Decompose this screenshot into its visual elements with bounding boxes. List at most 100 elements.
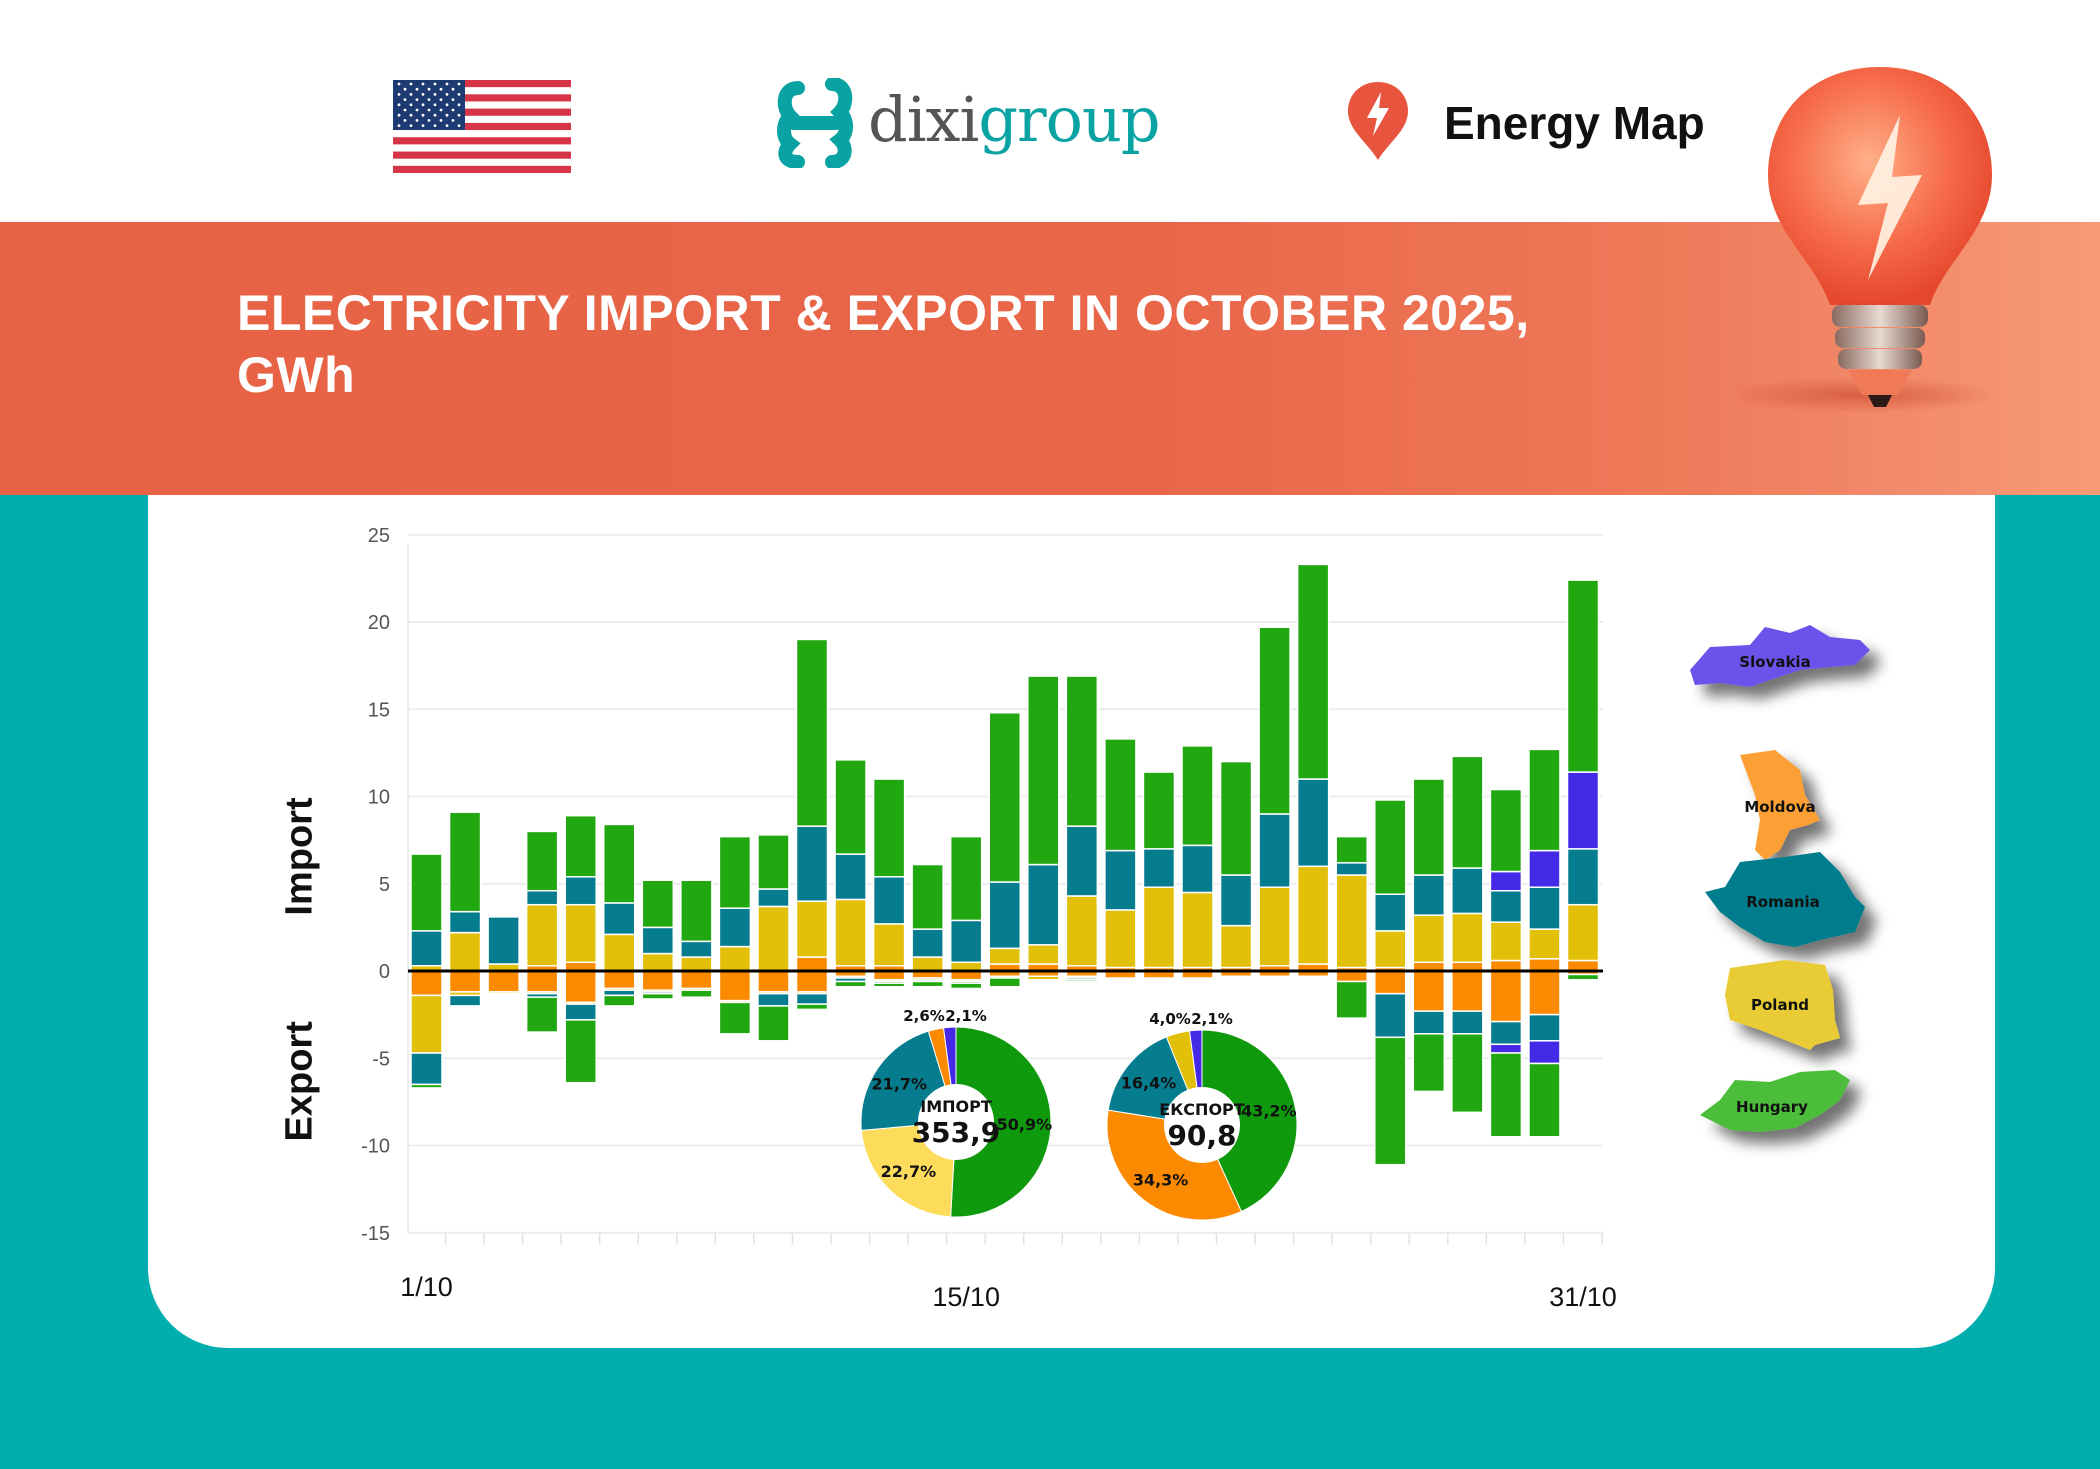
poland-map-icon — [1725, 960, 1840, 1050]
bar-import-romania — [1065, 825, 1099, 897]
bar-import-hungary — [1027, 675, 1060, 866]
pie-label: 2,6% — [903, 1007, 945, 1025]
bar-export-moldova — [564, 970, 597, 1004]
bar-import-romania — [1142, 848, 1176, 888]
bar-export-hungary — [1489, 1052, 1523, 1138]
bar-import-romania — [1374, 893, 1407, 932]
bar-export-hungary — [988, 977, 1021, 988]
bar-import-romania — [949, 919, 983, 964]
bar-export-moldova — [448, 970, 482, 993]
bar-import-poland — [1335, 874, 1368, 969]
slovakia-map-icon — [1690, 625, 1870, 687]
x-tick-label: 15/10 — [932, 1282, 1000, 1312]
bar-import-hungary — [1181, 745, 1214, 847]
pie-label: 50,9% — [997, 1115, 1053, 1134]
bar-import-romania — [1489, 889, 1523, 923]
bar-export-moldova — [1528, 970, 1561, 1016]
bar-export-moldova — [487, 970, 520, 993]
bar-export-hungary — [1451, 1033, 1484, 1114]
bar-import-poland — [834, 898, 867, 967]
bar-export-hungary — [603, 994, 636, 1007]
pie-slice-hungary — [950, 1026, 1052, 1218]
bar-export-moldova — [410, 970, 443, 997]
bar-import-hungary — [641, 879, 675, 929]
bar-import-romania — [680, 940, 713, 958]
dixigroup-logo-text: dixigroup — [868, 80, 1161, 160]
donut-center-value: 90,8 — [1167, 1119, 1236, 1152]
bar-import-slovakia — [1528, 849, 1561, 888]
bar-import-romania — [525, 889, 559, 906]
bar-export-poland — [1027, 975, 1060, 981]
bar-export-poland — [487, 991, 520, 995]
bar-export-romania — [1489, 1020, 1523, 1046]
bar-export-moldova — [680, 970, 713, 990]
bar-import-romania — [795, 825, 829, 902]
legend-item-hungary: Hungary — [1700, 1070, 1850, 1132]
title-line-2: GWh — [237, 347, 356, 403]
y-tick-label: 20 — [368, 612, 390, 634]
pie-label: 43,2% — [1241, 1101, 1297, 1120]
legend-label: Poland — [1751, 996, 1809, 1014]
pie-label: 22,7% — [881, 1162, 937, 1181]
bar-import-romania — [988, 881, 1021, 950]
logo-part-2: group — [978, 83, 1160, 156]
bar-import-hungary — [525, 830, 559, 892]
legend-label: Hungary — [1736, 1098, 1808, 1116]
import-axis-label: Import — [278, 797, 321, 916]
bar-export-hungary — [949, 982, 983, 990]
bar-import-poland — [1142, 886, 1176, 969]
bar-import-hungary — [834, 759, 867, 855]
legend-item-poland: Poland — [1725, 960, 1840, 1050]
bar-export-hungary — [680, 989, 713, 998]
bar-import-romania — [718, 907, 752, 948]
bar-import-hungary — [1142, 771, 1176, 850]
bar-import-moldova — [795, 956, 829, 972]
bar-export-hungary — [410, 1083, 443, 1089]
bar-export-moldova — [1335, 970, 1368, 983]
legend-label: Slovakia — [1739, 653, 1810, 671]
y-tick-label: 15 — [368, 699, 390, 721]
bar-import-moldova — [1566, 959, 1600, 972]
legend-item-slovakia: Slovakia — [1690, 625, 1870, 687]
bar-import-hungary — [1451, 755, 1484, 869]
bar-export-romania — [1412, 1010, 1446, 1035]
bar-import-slovakia — [1566, 771, 1600, 850]
legend-label: Romania — [1746, 893, 1820, 911]
y-tick-label: 0 — [379, 961, 390, 983]
y-tick-label: -10 — [361, 1136, 390, 1158]
bar-export-hungary — [1528, 1062, 1561, 1138]
bar-export-romania — [757, 992, 790, 1007]
bar-import-poland — [680, 956, 713, 972]
bar-import-poland — [872, 923, 906, 967]
bar-export-romania — [1528, 1013, 1561, 1042]
moldova-map-icon — [1740, 750, 1820, 860]
bar-import-poland — [1451, 912, 1484, 964]
bar-export-moldova — [525, 970, 559, 993]
bar-import-hungary — [988, 711, 1021, 883]
hungary-map-icon — [1700, 1070, 1850, 1132]
bar-import-hungary — [1296, 563, 1330, 780]
bar-import-romania — [603, 902, 636, 936]
bar-export-hungary — [641, 992, 675, 1000]
y-tick-label: 25 — [368, 525, 390, 547]
bar-import-romania — [1027, 863, 1060, 946]
pie-slice-moldova — [1106, 1109, 1243, 1221]
bar-import-hungary — [1065, 675, 1099, 827]
bar-export-moldova — [1451, 970, 1484, 1012]
bar-export-romania — [1374, 992, 1407, 1039]
x-tick-label: 1/10 — [400, 1272, 453, 1302]
bar-import-poland — [641, 952, 675, 972]
header-area — [0, 0, 2100, 222]
bar-import-poland — [448, 931, 482, 972]
bar-import-romania — [872, 876, 906, 925]
bar-import-romania — [641, 926, 675, 955]
bar-import-poland — [757, 905, 790, 972]
y-tick-label: 5 — [379, 874, 390, 896]
title-line-1: ELECTRICITY IMPORT & EXPORT IN OCTOBER 2… — [237, 285, 1530, 341]
bar-import-romania — [1181, 844, 1214, 894]
bar-export-hungary — [795, 1003, 829, 1011]
romania-map-icon — [1705, 852, 1865, 947]
bar-import-poland — [525, 903, 559, 967]
bar-export-hungary — [525, 996, 559, 1033]
